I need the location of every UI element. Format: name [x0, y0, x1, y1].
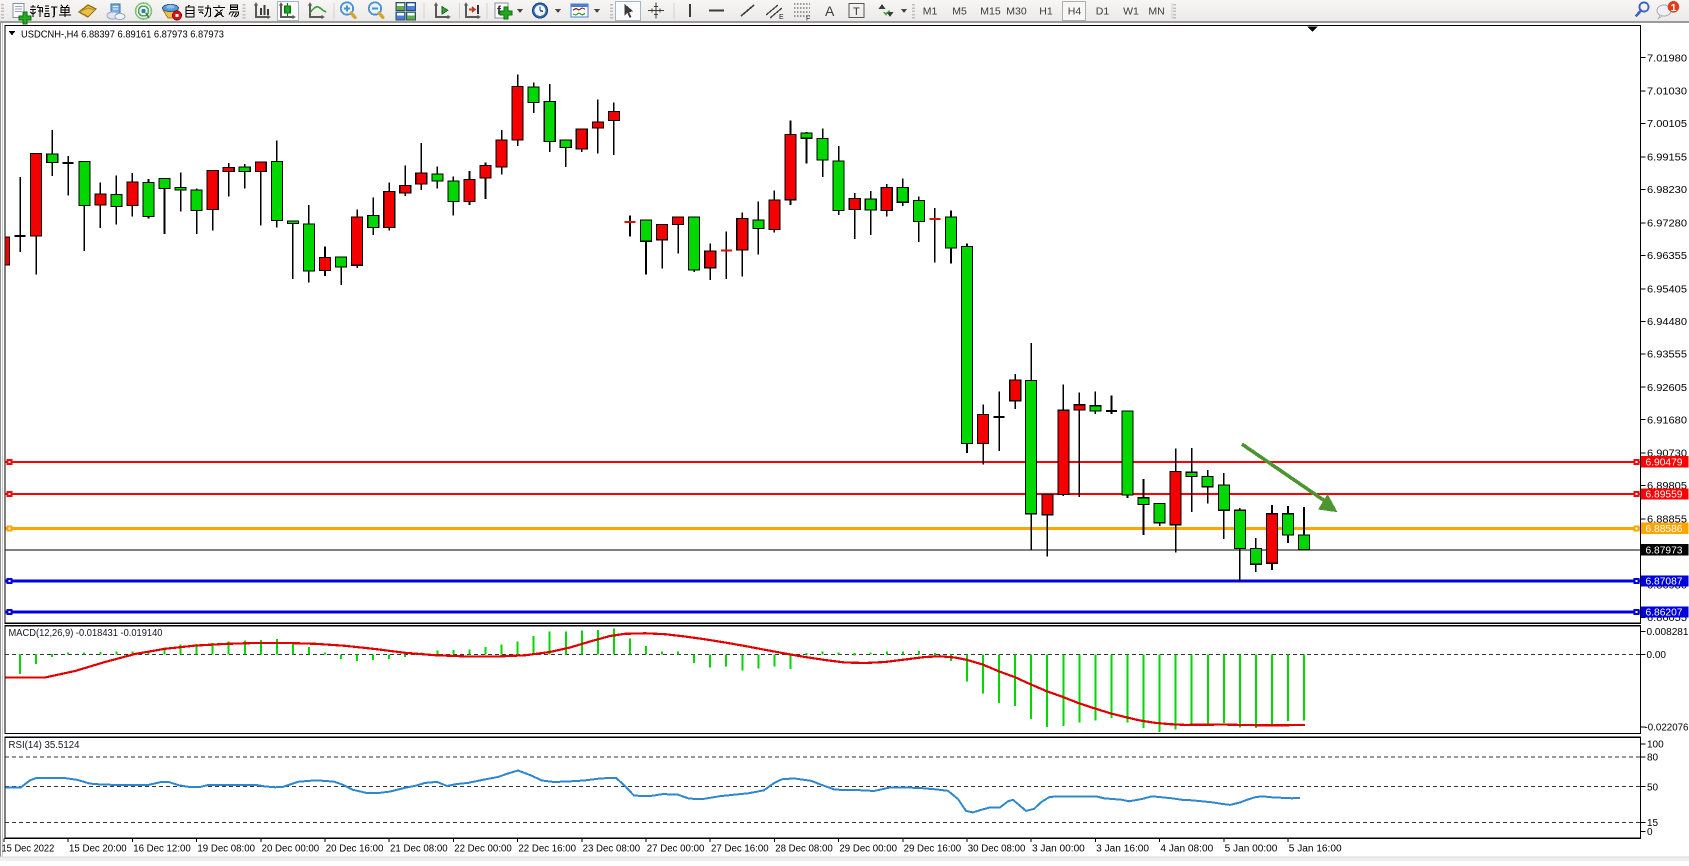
svg-text:MACD(12,26,9) -0.018431 -0.019: MACD(12,26,9) -0.018431 -0.019140: [9, 628, 163, 639]
svg-text:21 Dec 08:00: 21 Dec 08:00: [390, 844, 448, 855]
svg-text:6.86207: 6.86207: [1646, 608, 1683, 619]
svg-text:6.87973: 6.87973: [1646, 545, 1683, 556]
svg-text:30 Dec 08:00: 30 Dec 08:00: [968, 844, 1026, 855]
svg-text:6.90479: 6.90479: [1646, 457, 1683, 468]
svg-text:6.88586: 6.88586: [1646, 524, 1683, 535]
svg-text:27 Dec 16:00: 27 Dec 16:00: [711, 844, 769, 855]
svg-text:f: f: [497, 4, 502, 18]
svg-text:0: 0: [1647, 827, 1653, 838]
svg-text:7.00105: 7.00105: [1647, 119, 1687, 130]
svg-text:7.01030: 7.01030: [1647, 87, 1687, 98]
svg-text:19 Dec 08:00: 19 Dec 08:00: [197, 844, 255, 855]
svg-text:20 Dec 00:00: 20 Dec 00:00: [262, 844, 320, 855]
svg-text:50: 50: [1647, 782, 1659, 793]
svg-text:-0.022076: -0.022076: [1645, 722, 1689, 733]
svg-text:6.88855: 6.88855: [1647, 515, 1687, 526]
svg-text:29 Dec 00:00: 29 Dec 00:00: [839, 844, 897, 855]
svg-text:6.96355: 6.96355: [1647, 251, 1687, 262]
svg-text:6.89559: 6.89559: [1646, 490, 1683, 501]
svg-text:4 Jan 08:00: 4 Jan 08:00: [1160, 844, 1213, 855]
svg-text:0.00: 0.00: [1647, 650, 1667, 661]
svg-text:16 Dec 12:00: 16 Dec 12:00: [133, 844, 191, 855]
svg-text:27 Dec 00:00: 27 Dec 00:00: [647, 844, 705, 855]
svg-text:F: F: [806, 16, 810, 23]
svg-text:28 Dec 08:00: 28 Dec 08:00: [775, 844, 833, 855]
svg-text:6.95405: 6.95405: [1647, 284, 1687, 295]
svg-text:6.94480: 6.94480: [1647, 317, 1687, 328]
svg-text:6.98230: 6.98230: [1647, 185, 1687, 196]
svg-text:H4: H4: [1068, 6, 1082, 18]
svg-text:6.86055: 6.86055: [1647, 613, 1687, 624]
svg-text:29 Dec 16:00: 29 Dec 16:00: [904, 844, 962, 855]
svg-text:A: A: [825, 3, 835, 19]
svg-text:15: 15: [1647, 818, 1659, 829]
svg-text:1: 1: [1671, 2, 1677, 14]
svg-text:6.97280: 6.97280: [1647, 219, 1687, 230]
svg-text:MN: MN: [1148, 6, 1164, 18]
svg-text:100: 100: [1647, 740, 1664, 751]
svg-text:6.99155: 6.99155: [1647, 153, 1687, 164]
svg-text:3 Jan 16:00: 3 Jan 16:00: [1096, 844, 1149, 855]
svg-text:M5: M5: [952, 6, 967, 18]
svg-text:6.89805: 6.89805: [1647, 481, 1687, 492]
svg-text:3 Jan 00:00: 3 Jan 00:00: [1032, 844, 1085, 855]
svg-text:6.90730: 6.90730: [1647, 449, 1687, 460]
svg-text:M15: M15: [980, 6, 1001, 18]
svg-text:6.92605: 6.92605: [1647, 383, 1687, 394]
svg-text:80: 80: [1647, 752, 1659, 763]
svg-text:USDCNH-,H4 6.88397 6.89161 6.: USDCNH-,H4 6.88397 6.89161 6.87973 6.879…: [21, 28, 224, 40]
svg-text:6.87087: 6.87087: [1646, 577, 1683, 588]
svg-text:M30: M30: [1006, 6, 1027, 18]
svg-text:15 Dec 20:00: 15 Dec 20:00: [69, 844, 127, 855]
svg-text:6.91680: 6.91680: [1647, 415, 1687, 426]
svg-text:20 Dec 16:00: 20 Dec 16:00: [326, 844, 384, 855]
svg-text:22 Dec 16:00: 22 Dec 16:00: [518, 844, 576, 855]
svg-text:23 Dec 08:00: 23 Dec 08:00: [583, 844, 641, 855]
svg-text:RSI(14) 35.5124: RSI(14) 35.5124: [9, 740, 80, 751]
svg-text:T: T: [853, 6, 860, 18]
svg-text:D1: D1: [1096, 6, 1110, 18]
svg-text:E: E: [779, 14, 784, 21]
svg-text:H1: H1: [1039, 6, 1053, 18]
svg-text:M1: M1: [923, 6, 938, 18]
svg-text:W1: W1: [1123, 6, 1139, 18]
svg-text:7.01980: 7.01980: [1647, 53, 1687, 64]
svg-text:5 Jan 16:00: 5 Jan 16:00: [1289, 844, 1342, 855]
svg-text:15 Dec 2022: 15 Dec 2022: [2, 844, 55, 855]
svg-text:5 Jan 00:00: 5 Jan 00:00: [1225, 844, 1278, 855]
svg-text:22 Dec 00:00: 22 Dec 00:00: [454, 844, 512, 855]
svg-text:6.93555: 6.93555: [1647, 349, 1687, 360]
svg-text:0.008281: 0.008281: [1647, 627, 1689, 638]
